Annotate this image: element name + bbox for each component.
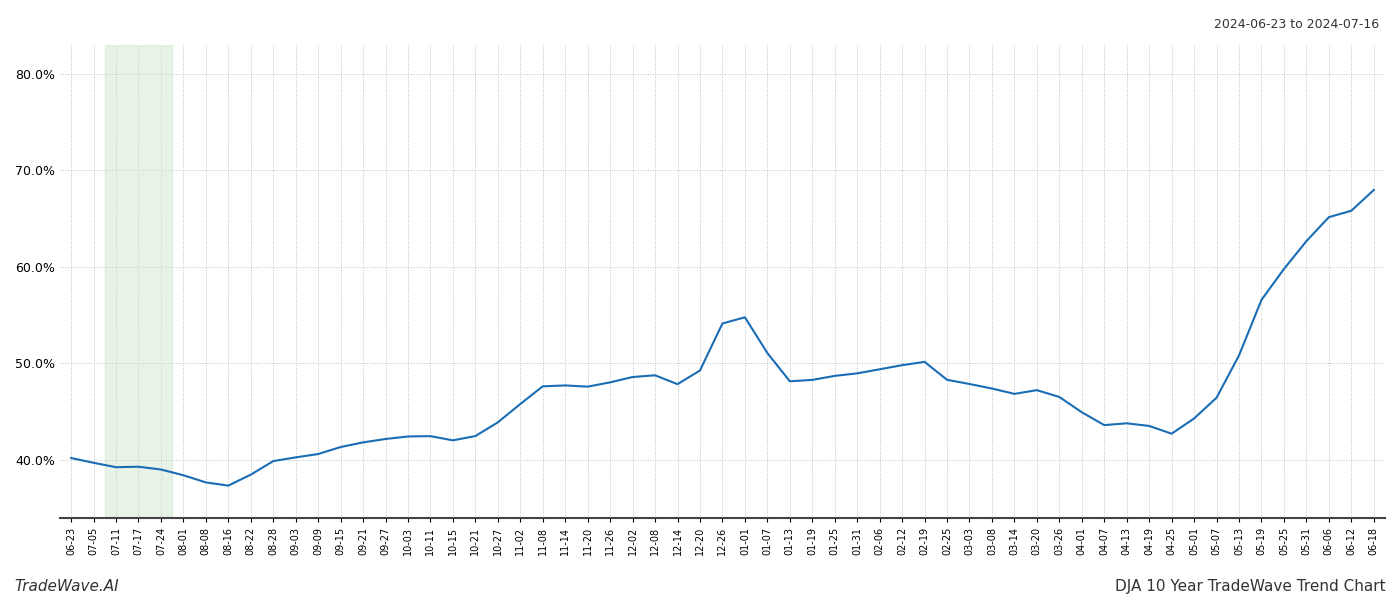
- Text: 2024-06-23 to 2024-07-16: 2024-06-23 to 2024-07-16: [1214, 18, 1379, 31]
- Bar: [105, 45, 172, 518]
- Text: DJA 10 Year TradeWave Trend Chart: DJA 10 Year TradeWave Trend Chart: [1116, 579, 1386, 594]
- Text: TradeWave.AI: TradeWave.AI: [14, 579, 119, 594]
